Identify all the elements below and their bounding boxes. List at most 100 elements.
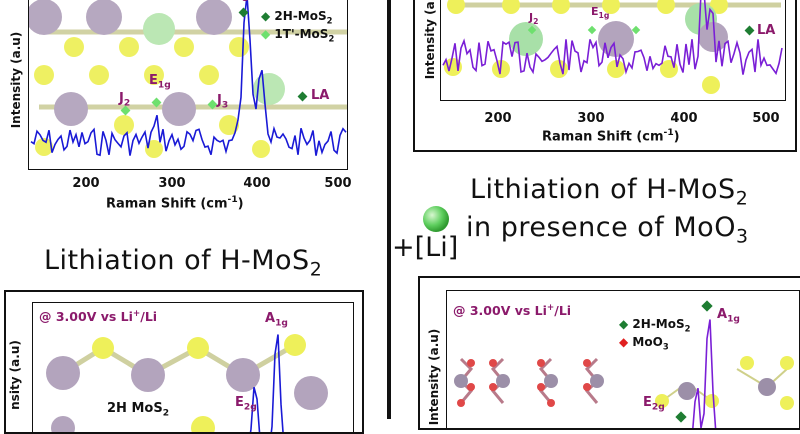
top-right-xlabel-text: Raman Shift (cm [542, 129, 664, 145]
peak-label-j2: J2 [529, 11, 538, 26]
2h-peak-marker [675, 411, 687, 423]
mo-atom [590, 374, 604, 388]
top-right-xlabel-end: ) [673, 129, 680, 145]
legend-2h-sub: 2 [684, 323, 691, 334]
bottom-left-ylabel: nsity (a.u) [8, 340, 22, 410]
top-left-ylabel: Intensity (a.u) [9, 31, 23, 129]
peak-2g-text: 2g [234, 0, 250, 2]
s-atom [602, 0, 620, 14]
title-right-line1-sub: 2 [735, 187, 749, 210]
o-atom [467, 383, 475, 391]
s-atom [34, 65, 54, 85]
s-atom [187, 337, 209, 359]
title-left: Lithiation of H-MoS2 [44, 245, 322, 280]
bottom-right-ylabel: Intensity (a.u) [427, 328, 441, 426]
s-atom [144, 65, 164, 85]
s-atom [252, 140, 270, 158]
peak-e2g-text: E [643, 395, 652, 410]
s-atom [552, 0, 570, 14]
1t-peak-marker [151, 97, 162, 108]
tick-label: 500 [324, 176, 352, 191]
tick-label: 300 [577, 111, 605, 126]
o-atom [537, 383, 545, 391]
top-right-spectrum-line [442, 0, 783, 76]
peak-label-2g: 2g [234, 0, 250, 2]
title-left-text: Lithiation of H-MoS [44, 245, 310, 276]
top-right-plot-frame: J2 E1g LA [440, 0, 786, 101]
mo-atom [131, 358, 165, 392]
peak-a1g-text: A [717, 307, 728, 322]
legend-2h-label: 2H-MoS [632, 317, 685, 331]
top-left-xlabel-sup: -1 [227, 195, 238, 205]
legend-moo3: ◆ MoO3 [619, 335, 669, 351]
peak-j3-sub: 3 [221, 100, 229, 111]
s-atom [174, 37, 194, 57]
li-atom [143, 13, 175, 45]
s-atom [447, 0, 465, 14]
s-atom [229, 37, 249, 57]
top-left-plot-svg [29, 0, 347, 158]
voltage-text: @ 3.00V vs Li [39, 309, 133, 325]
tick-label: 200 [484, 111, 512, 126]
title-right-line1: Lithiation of H-MoS2 [470, 174, 748, 209]
o-atom [467, 359, 475, 367]
top-right-plot-svg [442, 0, 783, 94]
voltage-end: /Li [554, 303, 572, 319]
voltage-label: @ 3.00V vs Li+/Li [453, 303, 571, 318]
top-left-xlabel-end: ) [237, 196, 244, 212]
o-atom [489, 359, 497, 367]
o-atom [583, 359, 591, 367]
peak-label-a1g: A1g [717, 307, 740, 325]
top-right-xlabel-sup: -1 [663, 128, 674, 138]
mo-atom [698, 22, 728, 52]
peak-e1g-text: E [149, 73, 158, 88]
top-left-spectrum-line [30, 0, 347, 157]
peak-la-text: LA [311, 88, 330, 103]
bottom-right-panel: @ 3.00V vs Li+/Li ◆ 2H-MoS2 ◆ MoO3 A1g E… [418, 276, 800, 430]
legend-2h-label: 2H-MoS [274, 9, 327, 23]
tick-label: 500 [752, 111, 780, 126]
top-left-plot-frame: ◆ 2H-MoS2 ◆ 1T'-MoS2 2g J2 E1g J3 LA [28, 0, 348, 170]
legend-moo3-sub: 3 [662, 341, 669, 352]
peak-e1g-sub: 1g [157, 80, 171, 91]
peak-label-la: LA [311, 88, 329, 103]
mo-atom [46, 356, 80, 390]
legend-2h: ◆ 2H-MoS2 [261, 9, 332, 25]
peak-label-e2g: E2g [235, 395, 257, 413]
mo-atom [294, 376, 328, 410]
voltage-sup: + [132, 309, 141, 319]
peak-label-j3: J3 [217, 93, 228, 111]
bottom-left-panel: @ 3.00V vs Li+/Li A1g E2g 2H MoS2 nsity … [4, 290, 364, 434]
s-atom [780, 356, 794, 370]
s-atom [607, 60, 625, 78]
s-atom [119, 37, 139, 57]
peak-e2g-sub: 2g [651, 402, 665, 413]
top-right-outer-box [413, 0, 797, 152]
mo-atom [29, 0, 62, 35]
o-atom [489, 383, 497, 391]
tick-label: 400 [243, 176, 271, 191]
peak-j2-sub: 2 [533, 17, 539, 27]
mo-atom [162, 92, 196, 126]
mo-atom [196, 0, 232, 35]
legend-2h: ◆ 2H-MoS2 [619, 317, 690, 333]
tick-label: 200 [72, 176, 100, 191]
s-atom [145, 140, 163, 158]
bottom-left-plot-frame: @ 3.00V vs Li+/Li A1g E2g 2H MoS2 [32, 302, 354, 432]
2h-peak-marker [701, 300, 713, 312]
peak-e1g-sub: 1g [598, 11, 610, 21]
2h-peak-marker [238, 7, 249, 18]
title-right-line2: in presence of MoO3 [466, 212, 749, 247]
s-atom [35, 138, 53, 156]
top-left-xlabel-text: Raman Shift (cm [106, 196, 228, 212]
peak-label-a1g: A1g [265, 311, 288, 329]
o-atom [547, 399, 555, 407]
bottom-left-plot-svg [46, 334, 328, 432]
s-atom [655, 394, 669, 408]
2h-peak-marker [297, 91, 308, 102]
1t-peak-marker [120, 105, 131, 116]
mo-atom [86, 0, 122, 35]
bottom-right-plot-svg [454, 300, 794, 428]
mo-atom [678, 382, 696, 400]
s-atom [89, 65, 109, 85]
